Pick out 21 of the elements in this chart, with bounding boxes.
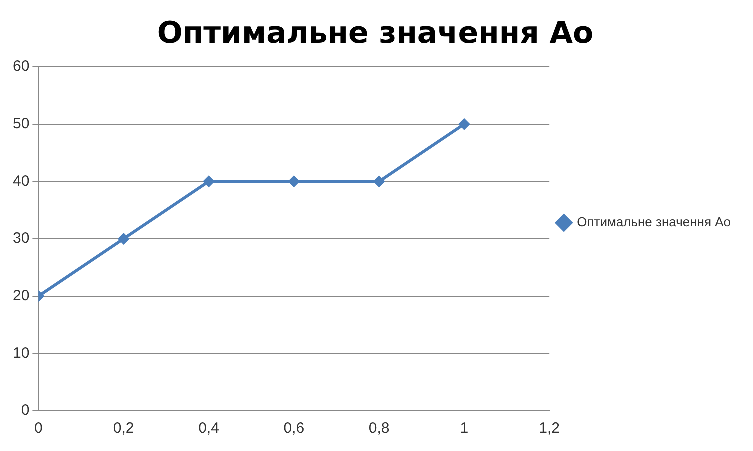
y-tick-label: 60 [12, 58, 30, 76]
point [373, 176, 386, 188]
legend-label: Оптимальне значення Ао [577, 214, 732, 230]
point [118, 233, 130, 245]
x-tick-label: 1,2 [539, 420, 560, 438]
point [288, 176, 300, 188]
y-tick-label: 20 [12, 287, 30, 304]
x-tick-label: 0,6 [284, 420, 305, 438]
y-tick-label: 30 [12, 230, 30, 248]
x-tick-label: 0 [34, 420, 43, 438]
point [202, 176, 215, 188]
y-tick-label: 0 [21, 402, 30, 420]
x-tick-label: 0,2 [113, 420, 134, 438]
x-tick-label: 1 [460, 420, 469, 438]
x-tick-label: 0,8 [368, 420, 390, 438]
chart-title: Оптимальне значення Ао [157, 16, 594, 51]
point [458, 118, 470, 130]
y-tick-label: 50 [12, 115, 30, 132]
y-tick-label: 40 [12, 172, 30, 190]
y-tick-label: 10 [12, 344, 30, 362]
x-tick-label: 0,4 [198, 420, 220, 438]
